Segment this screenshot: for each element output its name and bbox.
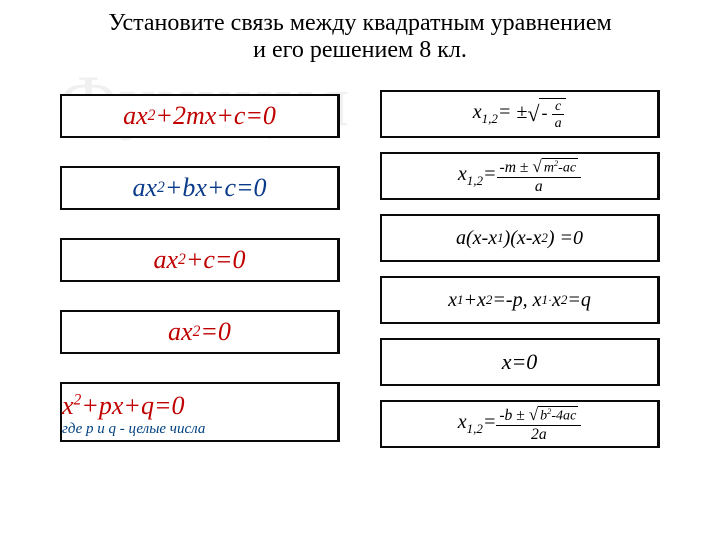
left-column: ax2+2mx+c=0 ax2+bx+c=0 ax2+c=0 ax2=0 x2+… [60,94,340,448]
sqrt-icon: - c a [527,98,566,130]
solution-6[interactable]: x1,2= -b ± b2-4ac 2a [380,400,660,448]
equation-left-5-note: где p и q - целые числа [62,421,205,438]
solution-3[interactable]: a(x-x1)(x-x2) =0 [380,214,660,262]
equation-left-3[interactable]: ax2+c=0 [60,238,340,282]
solution-1-lhs: x1,2= ± [473,101,528,127]
solution-2-lhs: x1,2= [458,163,497,189]
equation-left-2[interactable]: ax2+bx+c=0 [60,166,340,210]
sqrt-icon: m2-ac [532,158,578,175]
solution-5[interactable]: x=0 [380,338,660,386]
fraction: -m ± m2-ac a [497,158,582,194]
solution-2[interactable]: x1,2= -m ± m2-ac a [380,152,660,200]
equation-left-5[interactable]: x2+px+q=0 где p и q - целые числа [60,382,340,442]
content-area: ax2+2mx+c=0 ax2+bx+c=0 ax2+c=0 ax2=0 x2+… [0,64,720,448]
equation-left-1[interactable]: ax2+2mx+c=0 [60,94,340,138]
equation-left-5-formula: x2+px+q=0 [62,391,185,421]
fraction: c a [552,99,564,130]
title-line-2: и его решением 8 кл. [0,37,720,64]
title-line-1: Установите связь между квадратным уравне… [0,10,720,37]
page-title: Установите связь между квадратным уравне… [0,0,720,64]
right-column: x1,2= ± - c a x1,2= -m ± m2-ac [380,90,660,448]
solution-4[interactable]: x1+x2=-p, x1· x2=q [380,276,660,324]
equation-left-4[interactable]: ax2=0 [60,310,340,354]
solution-1[interactable]: x1,2= ± - c a [380,90,660,138]
sqrt-icon: b2-4ac [529,406,579,423]
solution-6-lhs: x1,2= [458,411,497,437]
fraction: -b ± b2-4ac 2a [496,406,581,442]
